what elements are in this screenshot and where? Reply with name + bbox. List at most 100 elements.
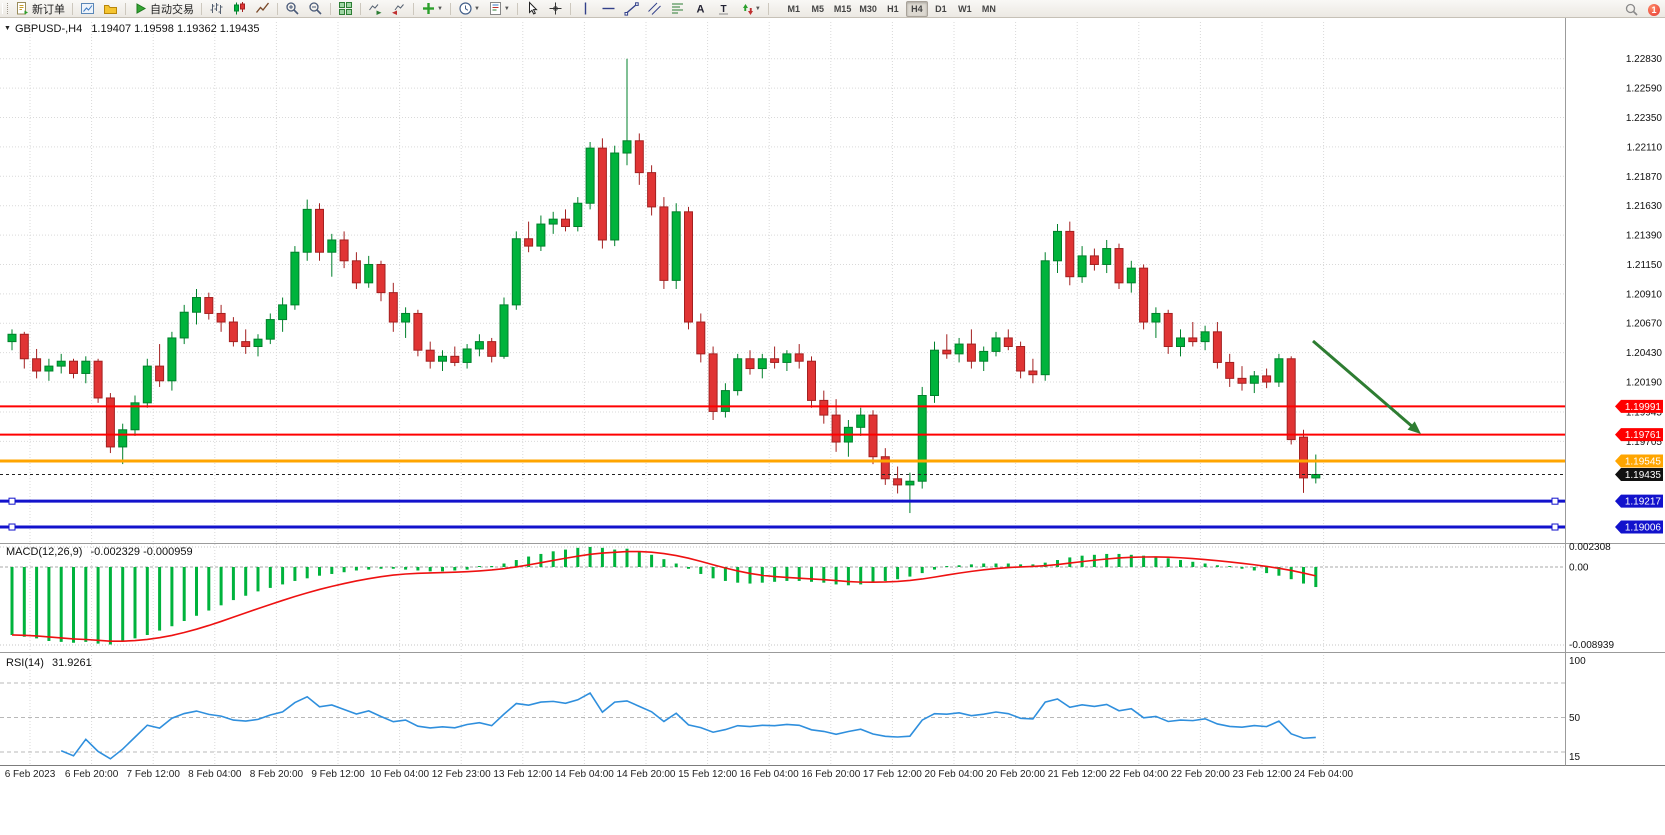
- svg-text:16 Feb 20:00: 16 Feb 20:00: [801, 769, 860, 780]
- channel-icon: [648, 2, 661, 15]
- macd-indicator: [0, 546, 1565, 646]
- charts-window-button[interactable]: [77, 0, 98, 17]
- svg-text:9 Feb 12:00: 9 Feb 12:00: [311, 769, 365, 780]
- profiles-icon: [104, 5, 117, 14]
- svg-text:1.21150: 1.21150: [1627, 260, 1663, 271]
- chevron-down-icon[interactable]: ▼: [503, 5, 510, 12]
- new-order-button[interactable]: 新订单: [12, 0, 68, 17]
- svg-text:1.20430: 1.20430: [1626, 348, 1663, 359]
- toolbar-separator: [413, 2, 414, 15]
- macd-values: -0.002329 -0.000959: [90, 546, 193, 558]
- line-chart-button[interactable]: [252, 0, 273, 17]
- svg-text:1.22350: 1.22350: [1626, 113, 1663, 124]
- toolbar-separator: [125, 2, 126, 15]
- timeframe-button-M5[interactable]: M5: [811, 3, 825, 14]
- chart-shift-button[interactable]: [388, 0, 409, 17]
- chart-window-icon: [81, 3, 94, 14]
- price-badge: 1.19435: [1615, 467, 1663, 481]
- auto-scroll-button[interactable]: [365, 0, 386, 17]
- arrows-button[interactable]: ▼: [736, 0, 764, 17]
- svg-text:15: 15: [1569, 752, 1581, 763]
- timeframe-button-M30[interactable]: M30: [859, 3, 877, 14]
- svg-text:15 Feb 12:00: 15 Feb 12:00: [678, 769, 737, 780]
- horizontal-line-icon: [602, 7, 615, 10]
- zoom-out-button[interactable]: [305, 0, 326, 17]
- cursor-button[interactable]: [522, 0, 543, 17]
- trendline-button[interactable]: [621, 0, 642, 17]
- svg-text:A: A: [696, 4, 704, 16]
- svg-text:1.21630: 1.21630: [1626, 201, 1663, 212]
- zoom-in-icon: [286, 2, 299, 15]
- svg-text:1.19991: 1.19991: [1625, 402, 1662, 413]
- svg-text:12 Feb 23:00: 12 Feb 23:00: [432, 769, 491, 780]
- indicators-button[interactable]: ▼: [418, 0, 446, 17]
- svg-text:1.19435: 1.19435: [1625, 470, 1662, 481]
- bar-chart-button[interactable]: [206, 0, 227, 17]
- profiles-button[interactable]: [100, 0, 121, 17]
- line-handle[interactable]: [8, 523, 16, 531]
- horizontal-line-button[interactable]: [598, 0, 619, 17]
- tile-windows-button[interactable]: [335, 0, 356, 17]
- bar-chart-icon: [210, 3, 223, 14]
- symbol-period-label: GBPUSD-,H4: [15, 23, 83, 35]
- one-click-trading-toggle[interactable]: ▼: [4, 25, 11, 32]
- line-handle[interactable]: [1551, 497, 1559, 505]
- timeframe-button-MN[interactable]: MN: [981, 3, 996, 14]
- price-badge: 1.19761: [1615, 428, 1663, 442]
- chevron-down-icon[interactable]: ▼: [473, 5, 480, 12]
- autotrading-button[interactable]: 自动交易: [130, 0, 197, 17]
- timeframe-button-W1[interactable]: W1: [958, 3, 972, 14]
- svg-text:0.002308: 0.002308: [1569, 542, 1611, 553]
- line-chart-icon: [255, 2, 270, 13]
- chart-title: GBPUSD-,H4 1.19407 1.19598 1.19362 1.194…: [15, 23, 260, 35]
- macd-name: MACD(12,26,9): [6, 546, 83, 558]
- price-axis[interactable]: 1.22830 1.22590 1.22350 1.22110 1.21870 1.216…: [1569, 54, 1662, 763]
- search-button[interactable]: [1621, 1, 1642, 18]
- price-badge: 1.19217: [1615, 494, 1663, 508]
- chevron-down-icon[interactable]: ▼: [437, 5, 443, 12]
- svg-text:1.20910: 1.20910: [1626, 289, 1663, 300]
- timeframe-toolbar: M1 M5 M15 M30 H1 H4 D1 W1 MN: [782, 0, 1001, 17]
- template-icon: [489, 2, 501, 15]
- notification-badge[interactable]: 1: [1648, 3, 1660, 16]
- svg-text:1.20190: 1.20190: [1626, 378, 1663, 389]
- time-axis[interactable]: 6 Feb 2023 6 Feb 20:00 7 Feb 12:00 8 Feb 04…: [5, 769, 1354, 780]
- crosshair-button[interactable]: [545, 0, 566, 17]
- text-button[interactable]: A: [690, 0, 711, 17]
- line-handle[interactable]: [1551, 523, 1559, 531]
- timeframe-button-M1[interactable]: M1: [787, 3, 801, 14]
- timeframe-button-D1[interactable]: D1: [935, 3, 947, 14]
- fibonacci-button[interactable]: [667, 0, 688, 17]
- candlestick-chart-button[interactable]: [229, 0, 250, 17]
- channel-button[interactable]: [644, 0, 665, 17]
- svg-text:100: 100: [1569, 656, 1586, 667]
- svg-text:1.19761: 1.19761: [1625, 430, 1662, 441]
- price-badge: 1.19006: [1615, 520, 1663, 534]
- toolbar-grip[interactable]: [2, 3, 8, 14]
- toolbar-separator: [360, 2, 361, 15]
- svg-text:22 Feb 04:00: 22 Feb 04:00: [1109, 769, 1168, 780]
- timeframe-button-M15[interactable]: M15: [833, 3, 852, 14]
- templates-button[interactable]: ▼: [485, 0, 513, 17]
- periods-button[interactable]: ▼: [455, 0, 483, 17]
- vertical-line-button[interactable]: [575, 0, 596, 17]
- toolbar-separator: [449, 2, 451, 15]
- timeframe-button-H4[interactable]: H4: [905, 0, 928, 17]
- svg-text:21 Feb 12:00: 21 Feb 12:00: [1048, 769, 1107, 780]
- price-badge: 1.19545: [1615, 454, 1663, 468]
- crosshair-icon: [549, 2, 562, 15]
- chevron-down-icon[interactable]: ▼: [754, 5, 761, 12]
- svg-text:7 Feb 12:00: 7 Feb 12:00: [127, 769, 181, 780]
- zoom-in-button[interactable]: [282, 0, 303, 17]
- price-badge: 1.19991: [1615, 399, 1663, 413]
- svg-text:17 Feb 12:00: 17 Feb 12:00: [863, 769, 922, 780]
- svg-text:1.19006: 1.19006: [1625, 523, 1662, 534]
- text-icon: A: [696, 4, 704, 16]
- label-button[interactable]: T: [713, 0, 734, 17]
- panel-separators[interactable]: [0, 17, 1665, 766]
- timeframe-button-H1[interactable]: H1: [887, 3, 899, 14]
- line-handle[interactable]: [8, 497, 16, 505]
- svg-text:0.00: 0.00: [1569, 563, 1589, 574]
- trend-arrow[interactable]: [1312, 339, 1421, 434]
